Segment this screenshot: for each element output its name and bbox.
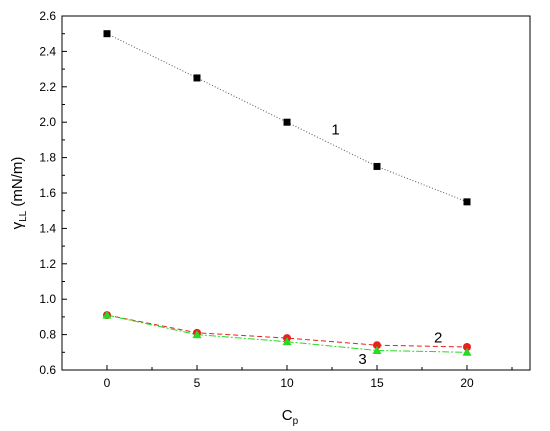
x-tick-label: 15 — [370, 376, 384, 390]
plot-frame — [61, 15, 531, 371]
y-tick-label: 2.0 — [39, 115, 56, 129]
series-annotation-2: 2 — [434, 330, 442, 347]
data-point-series-1 — [103, 30, 111, 38]
ticks: 0.6 0.8 1.0 1.2 1.4 1.6 1.8 2.0 2.2 2.4 2.6 0 5 10 15 2… — [39, 9, 513, 390]
series-line-1 — [106, 33, 468, 203]
y-tick-label: 2.6 — [39, 9, 56, 23]
x-tick-label: 10 — [280, 376, 294, 390]
y-tick-label: 1.6 — [39, 186, 56, 200]
series-annotation-1: 1 — [331, 122, 339, 139]
x-axis-label: Cp — [282, 407, 299, 427]
data-point-series-2 — [463, 342, 471, 351]
y-tick-label: 1.4 — [39, 221, 56, 235]
data-point-series-3 — [192, 330, 202, 339]
y-tick-label: 2.4 — [39, 44, 56, 58]
x-tick-label: 5 — [194, 376, 201, 390]
series-annotation-3: 3 — [358, 351, 366, 368]
y-tick-label: 0.6 — [39, 363, 56, 377]
data-point-series-2 — [373, 341, 381, 350]
data-point-series-3 — [102, 310, 112, 319]
series-line-3 — [106, 314, 468, 353]
data-point-series-1 — [463, 198, 471, 206]
x-tick-label: 0 — [104, 376, 111, 390]
data-point-series-1 — [193, 74, 201, 82]
y-tick-label: 0.8 — [39, 328, 56, 342]
series-lines — [106, 33, 468, 353]
y-tick-label: 1.0 — [39, 292, 56, 306]
data-point-series-3 — [282, 337, 292, 346]
series-markers — [102, 30, 472, 356]
data-point-series-1 — [283, 118, 291, 126]
y-tick-label: 1.2 — [39, 257, 56, 271]
data-point-series-1 — [373, 162, 381, 170]
data-point-series-3 — [462, 347, 472, 356]
annotations: 1 2 3 — [331, 122, 442, 368]
y-tick-label: 2.2 — [39, 80, 56, 94]
y-axis-label: γLL (mN/m) — [9, 157, 29, 230]
y-tick-label: 1.8 — [39, 151, 56, 165]
x-tick-label: 20 — [460, 376, 474, 390]
data-point-series-3 — [372, 346, 382, 355]
